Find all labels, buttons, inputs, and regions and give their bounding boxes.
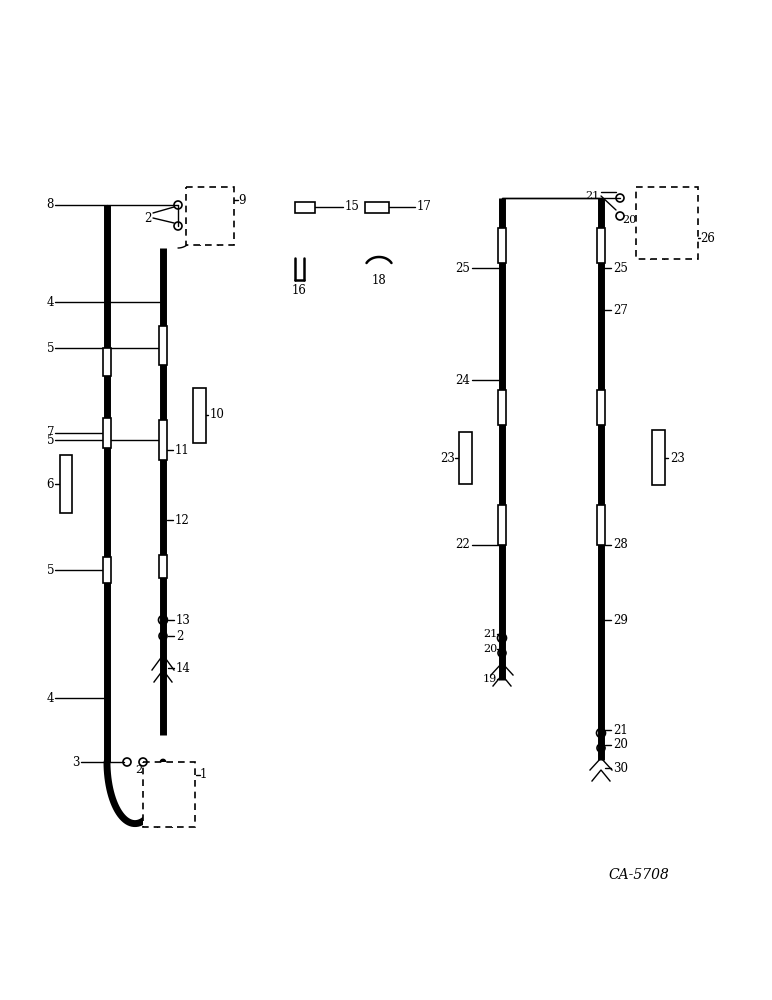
Text: 3: 3 — [73, 756, 80, 768]
Text: 12: 12 — [175, 514, 190, 526]
Text: 4: 4 — [46, 296, 54, 308]
Text: 24: 24 — [455, 373, 470, 386]
Bar — [498, 505, 506, 545]
Bar — [186, 187, 234, 245]
Bar — [498, 228, 506, 263]
Bar — [159, 420, 167, 460]
Text: 21: 21 — [482, 629, 497, 639]
Bar — [143, 762, 195, 827]
Text: 22: 22 — [455, 538, 470, 552]
Text: 28: 28 — [613, 538, 628, 552]
Text: 8: 8 — [46, 198, 54, 212]
Bar — [459, 432, 472, 484]
Bar — [597, 505, 605, 545]
Text: 23: 23 — [440, 452, 455, 464]
Bar — [652, 430, 665, 485]
Bar — [60, 455, 72, 513]
Text: 10: 10 — [210, 408, 225, 422]
Text: 1: 1 — [200, 768, 208, 782]
Text: 13: 13 — [176, 613, 191, 626]
Text: 26: 26 — [700, 232, 715, 244]
Bar — [636, 187, 698, 259]
Bar — [103, 557, 111, 583]
Text: 21: 21 — [586, 191, 600, 201]
Bar — [159, 555, 167, 578]
Text: 23: 23 — [670, 452, 685, 464]
Text: 6: 6 — [46, 478, 54, 490]
Text: CA-5708: CA-5708 — [608, 868, 669, 882]
Text: 20: 20 — [613, 738, 628, 752]
Text: 5: 5 — [46, 434, 54, 446]
Text: 5: 5 — [46, 342, 54, 355]
Text: 4: 4 — [46, 692, 54, 704]
Text: 19: 19 — [482, 674, 497, 684]
Text: 20: 20 — [482, 644, 497, 654]
Text: 2: 2 — [144, 212, 152, 225]
Text: 5: 5 — [46, 564, 54, 576]
Text: 11: 11 — [175, 444, 190, 456]
Bar — [597, 228, 605, 263]
Text: 25: 25 — [455, 261, 470, 274]
Text: 14: 14 — [176, 662, 191, 674]
Bar — [365, 202, 389, 213]
Text: 7: 7 — [46, 426, 54, 440]
Text: 21: 21 — [613, 724, 628, 736]
Text: 2: 2 — [135, 765, 142, 775]
Bar — [597, 390, 605, 425]
Text: 18: 18 — [371, 273, 386, 286]
Text: 20: 20 — [622, 215, 636, 225]
Text: 25: 25 — [613, 261, 628, 274]
Bar — [193, 388, 206, 443]
Bar — [103, 418, 111, 448]
Text: 15: 15 — [345, 200, 360, 214]
Bar — [103, 348, 111, 376]
Bar — [498, 390, 506, 425]
Text: 9: 9 — [238, 194, 245, 207]
Bar — [159, 326, 167, 365]
Text: 2: 2 — [176, 630, 184, 643]
Text: 17: 17 — [417, 200, 432, 214]
Bar — [295, 202, 315, 213]
Text: 16: 16 — [292, 284, 306, 296]
Text: 27: 27 — [613, 304, 628, 316]
Text: 30: 30 — [613, 762, 628, 774]
Text: 29: 29 — [613, 613, 628, 626]
